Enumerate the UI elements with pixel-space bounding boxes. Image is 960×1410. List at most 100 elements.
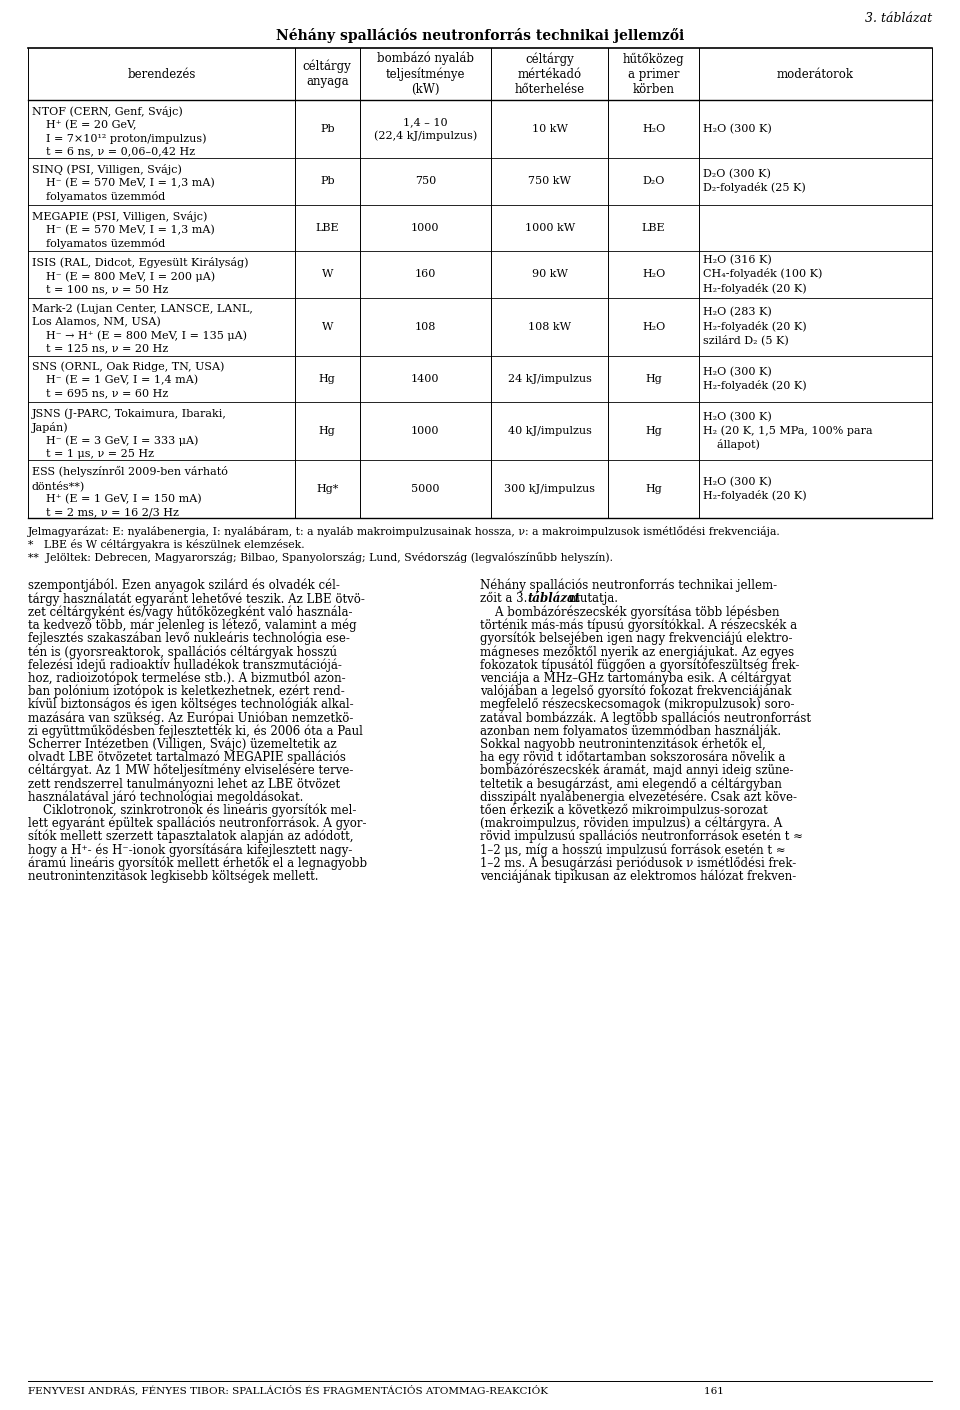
Text: JSNS (J-PARC, Tokaimura, Ibaraki,
Japán)
    H⁻ (E = 3 GeV, I = 333 μA)
    t = : JSNS (J-PARC, Tokaimura, Ibaraki, Japán)… [32, 407, 227, 460]
Text: fokozatok típusától függően a gyorsítófeszültség frek-: fokozatok típusától függően a gyorsítófe… [480, 658, 800, 671]
Text: Hg: Hg [319, 374, 336, 384]
Text: céltárgy
mértékadó
hőterhelése: céltárgy mértékadó hőterhelése [515, 52, 585, 96]
Text: moderátorok: moderátorok [777, 68, 853, 80]
Text: H₂O (283 K)
H₂-folyadék (20 K)
szilárd D₂ (5 K): H₂O (283 K) H₂-folyadék (20 K) szilárd D… [703, 307, 806, 345]
Text: 1–2 μs, míg a hosszú impulzusú források esetén t ≈: 1–2 μs, míg a hosszú impulzusú források … [480, 843, 785, 856]
Text: fejlesztés szakaszában levő nukleáris technológia ese-: fejlesztés szakaszában levő nukleáris te… [28, 632, 349, 646]
Text: Hg*: Hg* [316, 484, 339, 494]
Text: NTOF (CERN, Genf, Svájc)
    H⁺ (E = 20 GeV,
    I = 7×10¹² proton/impulzus)
   : NTOF (CERN, Genf, Svájc) H⁺ (E = 20 GeV,… [32, 106, 206, 157]
Text: teltetik a besugárzást, ami elegendő a céltárgyban: teltetik a besugárzást, ami elegendő a c… [480, 777, 781, 791]
Text: 1–2 ms. A besugárzási periódusok ν ismétlődési frek-: 1–2 ms. A besugárzási periódusok ν ismét… [480, 856, 796, 870]
Text: Mark-2 (Lujan Center, LANSCE, LANL,
Los Alamos, NM, USA)
    H⁻ → H⁺ (E = 800 Me: Mark-2 (Lujan Center, LANSCE, LANL, Los … [32, 303, 252, 354]
Text: hogy a H⁺- és H⁻-ionok gyorsítására kifejlesztett nagy-: hogy a H⁺- és H⁻-ionok gyorsítására kife… [28, 843, 352, 856]
Text: MEGAPIE (PSI, Villigen, Svájc)
    H⁻ (E = 570 MeV, I = 1,3 mA)
    folyamatos ü: MEGAPIE (PSI, Villigen, Svájc) H⁻ (E = 5… [32, 210, 215, 250]
Text: áramú lineáris gyorsítók mellett érhetők el a legnagyobb: áramú lineáris gyorsítók mellett érhetők… [28, 856, 367, 870]
Text: gyorsítók belsejében igen nagy frekvenciájú elektro-: gyorsítók belsejében igen nagy frekvenci… [480, 632, 793, 646]
Text: mutatja.: mutatja. [564, 592, 617, 605]
Text: történik más-más típusú gyorsítókkal. A részecskék a: történik más-más típusú gyorsítókkal. A … [480, 619, 797, 632]
Text: 40 kJ/impulzus: 40 kJ/impulzus [508, 426, 591, 436]
Text: **  Jelöltek: Debrecen, Magyarország; Bilbao, Spanyolország; Lund, Svédország (l: ** Jelöltek: Debrecen, Magyarország; Bil… [28, 551, 613, 563]
Text: 108 kW: 108 kW [528, 321, 571, 331]
Text: ban polónium izotópok is keletkezhetnek, ezért rend-: ban polónium izotópok is keletkezhetnek,… [28, 685, 345, 698]
Text: 3. táblázat: 3. táblázat [865, 13, 932, 25]
Text: 1,4 – 10
(22,4 kJ/impulzus): 1,4 – 10 (22,4 kJ/impulzus) [373, 117, 477, 141]
Text: 1000: 1000 [411, 426, 440, 436]
Text: zi együttműködésben fejlesztették ki, és 2006 óta a Paul: zi együttműködésben fejlesztették ki, és… [28, 725, 363, 737]
Text: LBE: LBE [641, 223, 665, 233]
Text: azonban nem folyamatos üzemmódban használják.: azonban nem folyamatos üzemmódban haszná… [480, 725, 781, 737]
Text: lett egyaránt épültek spallációs neutronforrások. A gyor-: lett egyaránt épültek spallációs neutron… [28, 816, 367, 830]
Text: LBE: LBE [316, 223, 339, 233]
Text: H₂O (300 K)
H₂ (20 K, 1,5 MPa, 100% para
    állapot): H₂O (300 K) H₂ (20 K, 1,5 MPa, 100% para… [703, 412, 873, 450]
Text: 750 kW: 750 kW [528, 176, 571, 186]
Text: 1400: 1400 [411, 374, 440, 384]
Text: zett rendszerrel tanulmányozni lehet az LBE ötvözet: zett rendszerrel tanulmányozni lehet az … [28, 777, 340, 791]
Text: hoz, radioizotópok termelése stb.). A bizmutból azon-: hoz, radioizotópok termelése stb.). A bi… [28, 671, 346, 685]
Text: szempontjából. Ezen anyagok szilárd és olvadék cél-: szempontjából. Ezen anyagok szilárd és o… [28, 580, 340, 592]
Text: SINQ (PSI, Villigen, Svájc)
    H⁻ (E = 570 MeV, I = 1,3 mA)
    folyamatos üzem: SINQ (PSI, Villigen, Svájc) H⁻ (E = 570 … [32, 164, 215, 203]
Text: Néhány spallációs neutronforrás technikai jellemzői: Néhány spallációs neutronforrás technika… [276, 28, 684, 42]
Text: ESS (helyszínről 2009-ben várható
döntés**)
    H⁺ (E = 1 GeV, I = 150 mA)
    t: ESS (helyszínről 2009-ben várható döntés… [32, 465, 228, 517]
Text: használatával járó technológiai megoldásokat.: használatával járó technológiai megoldás… [28, 790, 303, 804]
Text: mazására van szükség. Az Európai Unióban nemzetkö-: mazására van szükség. Az Európai Unióban… [28, 711, 353, 725]
Text: Ciklotronok, szinkrotronok és lineáris gyorsítók mel-: Ciklotronok, szinkrotronok és lineáris g… [28, 804, 356, 816]
Text: felezési idejű radioaktív hulladékok transzmutációjá-: felezési idejű radioaktív hulladékok tra… [28, 658, 342, 671]
Text: Hg: Hg [645, 374, 662, 384]
Text: FENYVESI ANDRÁS, FÉNYES TIBOR: SPALLÁCIÓS ÉS FRAGMENTÁCIÓS ATOMMAG-REAKCIÓK     : FENYVESI ANDRÁS, FÉNYES TIBOR: SPALLÁCIÓ… [28, 1385, 724, 1396]
Text: táblázat: táblázat [527, 592, 580, 605]
Text: megfelelő részecskecsomagok (mikropulzusok) soro-: megfelelő részecskecsomagok (mikropulzus… [480, 698, 795, 711]
Text: D₂O (300 K)
D₂-folyadék (25 K): D₂O (300 K) D₂-folyadék (25 K) [703, 169, 805, 193]
Text: H₂O (316 K)
CH₄-folyadék (100 K)
H₂-folyadék (20 K): H₂O (316 K) CH₄-folyadék (100 K) H₂-foly… [703, 255, 822, 293]
Text: H₂O: H₂O [642, 124, 665, 134]
Text: zatával bombázzák. A legtöbb spallációs neutronforrást: zatával bombázzák. A legtöbb spallációs … [480, 711, 811, 725]
Text: Hg: Hg [645, 426, 662, 436]
Text: céltárgyat. Az 1 MW hőteljesítmény elviselésére terve-: céltárgyat. Az 1 MW hőteljesítmény elvis… [28, 764, 353, 777]
Text: olvadt LBE ötvözetet tartalmazó MEGAPIE spallációs: olvadt LBE ötvözetet tartalmazó MEGAPIE … [28, 750, 346, 764]
Text: rövid impulzusú spallációs neutronforrások esetén t ≈: rövid impulzusú spallációs neutronforrás… [480, 830, 803, 843]
Text: kívül biztonságos és igen költséges technológiák alkal-: kívül biztonságos és igen költséges tech… [28, 698, 353, 711]
Text: W: W [322, 321, 333, 331]
Text: H₂O: H₂O [642, 269, 665, 279]
Text: bombázórészecskék áramát, majd annyi ideig szüne-: bombázórészecskék áramát, majd annyi ide… [480, 764, 794, 777]
Text: céltárgy
anyaga: céltárgy anyaga [302, 59, 351, 89]
Text: H₂O (300 K): H₂O (300 K) [703, 124, 772, 134]
Text: *   LBE és W céltárgyakra is készülnek elemzések.: * LBE és W céltárgyakra is készülnek ele… [28, 539, 304, 550]
Text: zet céltárgyként és/vagy hűtőközegként való használa-: zet céltárgyként és/vagy hűtőközegként v… [28, 605, 352, 619]
Text: Hg: Hg [645, 484, 662, 494]
Text: 300 kJ/impulzus: 300 kJ/impulzus [504, 484, 595, 494]
Text: Sokkal nagyobb neutronintenzitások érhetők el,: Sokkal nagyobb neutronintenzitások érhet… [480, 737, 766, 752]
Text: Hg: Hg [319, 426, 336, 436]
Text: H₂O (300 K)
H₂-folyadék (20 K): H₂O (300 K) H₂-folyadék (20 K) [703, 477, 806, 501]
Text: berendezés: berendezés [127, 68, 196, 80]
Text: A bombázórészecskék gyorsítása több lépésben: A bombázórészecskék gyorsítása több lépé… [480, 605, 780, 619]
Text: bombázó nyaláb
teljesítménye
(kW): bombázó nyaláb teljesítménye (kW) [377, 52, 474, 96]
Text: venciája a MHz–GHz tartományba esik. A céltárgyat: venciája a MHz–GHz tartományba esik. A c… [480, 671, 791, 685]
Text: Néhány spallációs neutronforrás technikai jellem-: Néhány spallációs neutronforrás technika… [480, 580, 778, 592]
Text: H₂O (300 K)
H₂-folyadék (20 K): H₂O (300 K) H₂-folyadék (20 K) [703, 367, 806, 391]
Text: 108: 108 [415, 321, 436, 331]
Text: 90 kW: 90 kW [532, 269, 567, 279]
Text: 1000 kW: 1000 kW [524, 223, 575, 233]
Text: (makroimpulzus, röviden impulzus) a céltárgyra. A: (makroimpulzus, röviden impulzus) a célt… [480, 816, 782, 830]
Text: venciájának tipikusan az elektromos hálózat frekven-: venciájának tipikusan az elektromos háló… [480, 870, 796, 883]
Text: hűtőközeg
a primer
körben: hűtőközeg a primer körben [623, 52, 684, 96]
Text: H₂O: H₂O [642, 321, 665, 331]
Text: Pb: Pb [320, 176, 334, 186]
Text: valójában a legelső gyorsító fokozat frekvenciájának: valójában a legelső gyorsító fokozat fre… [480, 685, 791, 698]
Text: sítók mellett szerzett tapasztalatok alapján az adódott,: sítók mellett szerzett tapasztalatok ala… [28, 830, 353, 843]
Text: tárgy használatát egyaránt lehetővé teszik. Az LBE ötvö-: tárgy használatát egyaránt lehetővé tesz… [28, 592, 365, 606]
Text: tén is (gyorsreaktorok, spallációs céltárgyak hosszú: tén is (gyorsreaktorok, spallációs céltá… [28, 644, 337, 658]
Text: 5000: 5000 [411, 484, 440, 494]
Text: tően érkezik a következő mikroimpulzus-sorozat: tően érkezik a következő mikroimpulzus-s… [480, 804, 768, 816]
Text: Pb: Pb [320, 124, 334, 134]
Text: 750: 750 [415, 176, 436, 186]
Text: neutronintenzitások legkisebb költségek mellett.: neutronintenzitások legkisebb költségek … [28, 870, 319, 883]
Text: disszipált nyalábenergia elvezetésére. Csak azt köve-: disszipált nyalábenergia elvezetésére. C… [480, 790, 797, 804]
Text: SNS (ORNL, Oak Ridge, TN, USA)
    H⁻ (E = 1 GeV, I = 1,4 mA)
    t = 695 ns, ν : SNS (ORNL, Oak Ridge, TN, USA) H⁻ (E = 1… [32, 361, 225, 398]
Text: D₂O: D₂O [642, 176, 664, 186]
Text: ta kedvező több, már jelenleg is létező, valamint a még: ta kedvező több, már jelenleg is létező,… [28, 619, 356, 632]
Text: Scherrer Intézetben (Villigen, Svájc) üzemeltetik az: Scherrer Intézetben (Villigen, Svájc) üz… [28, 737, 337, 752]
Text: ha egy rövid t időtartamban sokszorosára növelik a: ha egy rövid t időtartamban sokszorosára… [480, 750, 785, 764]
Text: Jelmagyarázat: E: nyalábenergia, I: nyalábáram, t: a nyaláb makroimpulzusainak h: Jelmagyarázat: E: nyalábenergia, I: nyal… [28, 526, 780, 537]
Text: W: W [322, 269, 333, 279]
